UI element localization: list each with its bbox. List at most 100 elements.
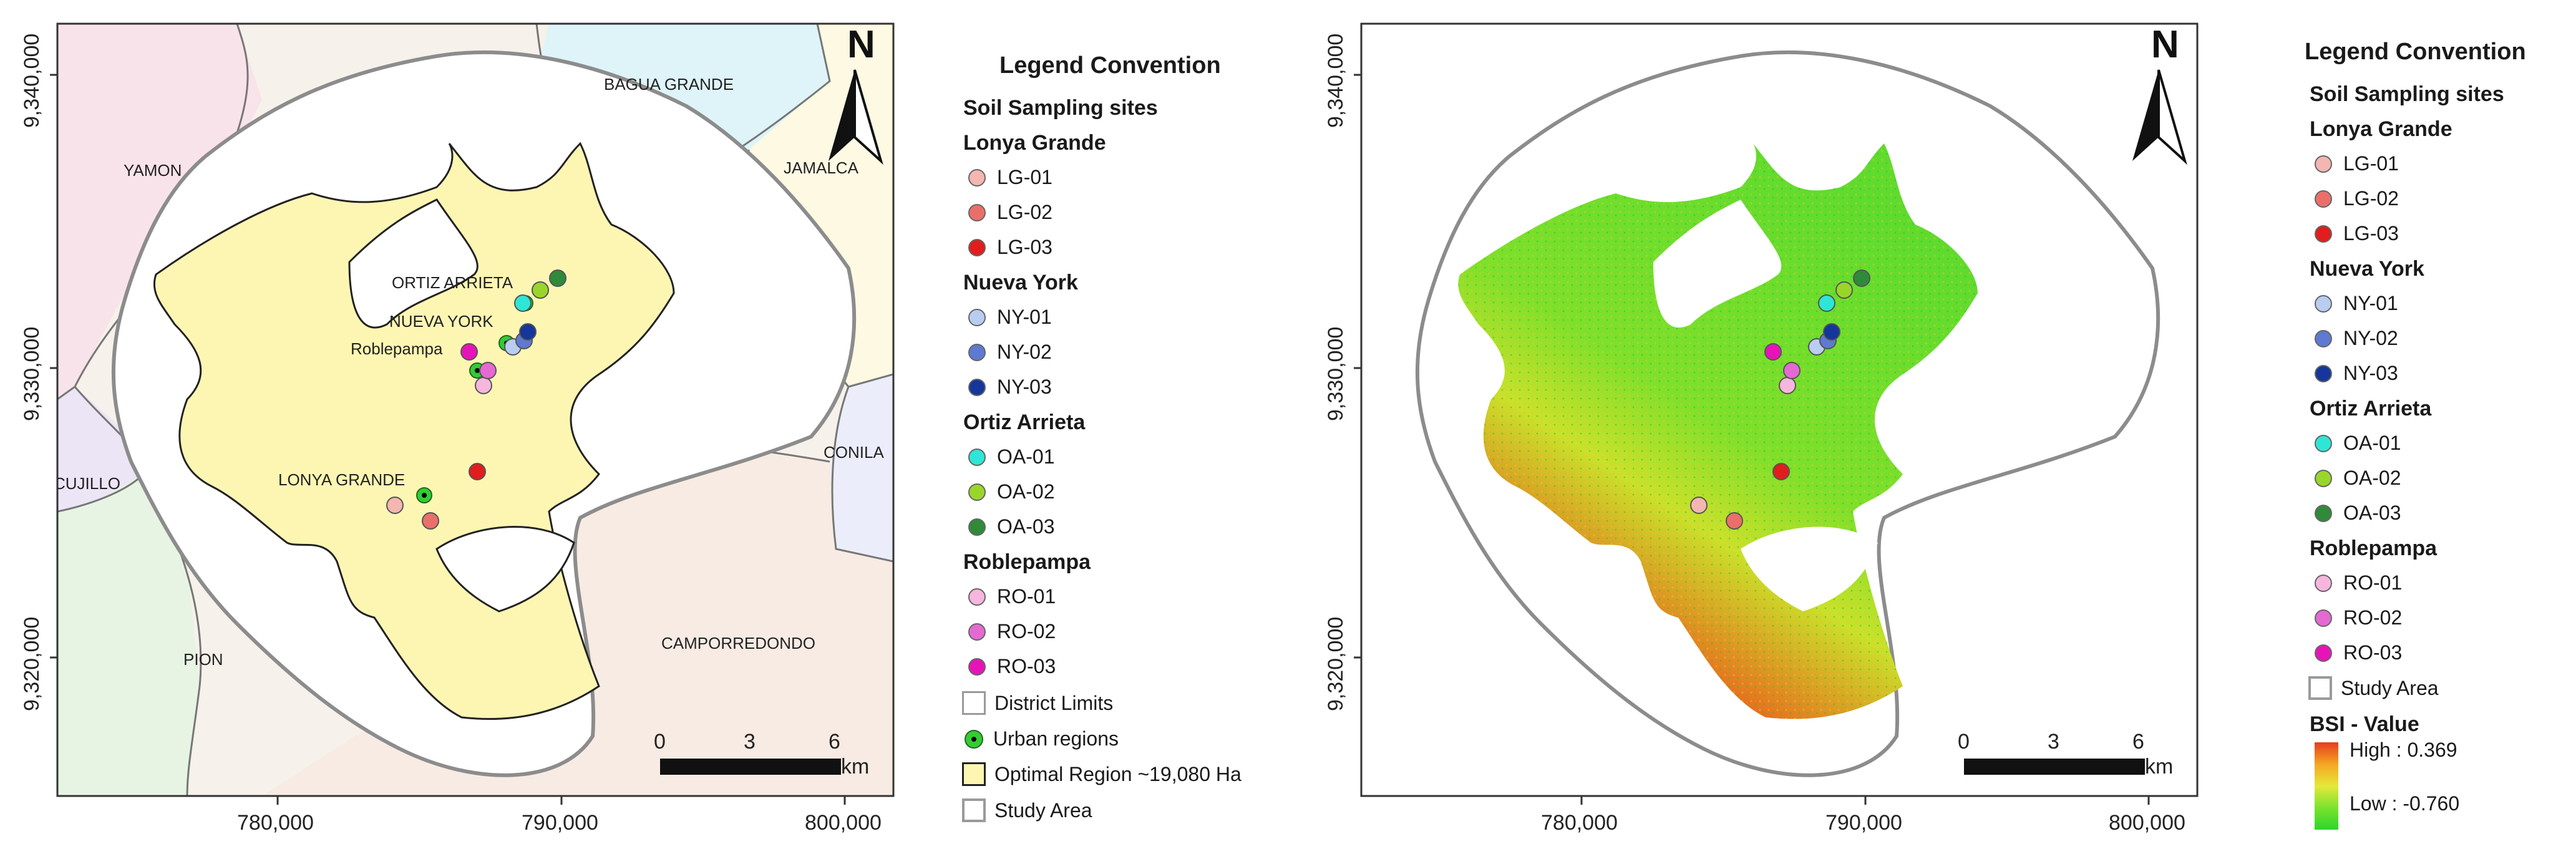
legend1-item-oa-03: OA-03 xyxy=(968,515,1054,538)
site2-oa-03 xyxy=(1853,269,1870,287)
site-ro-02 xyxy=(479,362,497,379)
legend1-item-ro-01: RO-01 xyxy=(968,585,1056,608)
legend2-item-lg-02: LG-02 xyxy=(2315,187,2399,210)
sampling-sites-map2 xyxy=(1690,269,1870,530)
legend2-group-ro: Roblepampa xyxy=(2310,536,2437,560)
legend1-item-lg-03: LG-03 xyxy=(968,236,1052,259)
legend1-item-ro-02: RO-02 xyxy=(968,620,1056,643)
legend2-bsi-title: BSI - Value xyxy=(2310,712,2419,736)
map1-xtick-2: 790,000 xyxy=(522,811,598,835)
map2-xtick-1: 780,000 xyxy=(1541,811,1618,835)
svg-text:0: 0 xyxy=(1958,730,1970,754)
map1-ytick-1: 9,340,000 xyxy=(20,34,44,128)
map1-xtick-1: 780,000 xyxy=(237,811,314,835)
legend1-study-area: Study Area xyxy=(962,798,1092,822)
legend1-item-ny-01: NY-01 xyxy=(968,306,1052,329)
legend2-item-ny-03: NY-03 xyxy=(2315,362,2398,385)
svg-text:N: N xyxy=(847,23,875,66)
svg-text:6: 6 xyxy=(2132,730,2144,754)
legend2-item-oa-02: OA-02 xyxy=(2315,467,2401,490)
north-arrow-icon-map1: N xyxy=(829,23,883,165)
legend2-item-ro-03: RO-03 xyxy=(2315,641,2402,664)
site2-lg-03 xyxy=(1772,463,1790,480)
legend1-item-ro-03: RO-03 xyxy=(968,655,1056,678)
map1-ytick-3: 9,320,000 xyxy=(20,617,44,711)
site2-ro-03 xyxy=(1764,343,1782,361)
label-lonya-grande: LONYA GRANDE xyxy=(278,470,405,489)
svg-text:km: km xyxy=(2145,755,2173,779)
label-conila: CONILA xyxy=(824,443,884,462)
map2-frame: N 0 3 6 km 9,340,000 9,330,000 9,320,000… xyxy=(1324,22,2199,835)
svg-text:0: 0 xyxy=(654,730,666,754)
legend1-subtitle: Soil Sampling sites xyxy=(963,96,1158,120)
label-cujillo: CUJILLO xyxy=(54,474,120,493)
north-arrow-icon-map2: N xyxy=(2132,23,2187,165)
site-oa-02 xyxy=(532,281,549,299)
legend2-item-ny-01: NY-01 xyxy=(2315,292,2398,315)
legend2-item-oa-01: OA-01 xyxy=(2315,432,2401,455)
map1-xtick-3: 800,000 xyxy=(805,811,882,835)
label-pion: PION xyxy=(183,650,223,669)
legend1-group-ro: Roblepampa xyxy=(963,550,1091,574)
label-camporredondo: CAMPORREDONDO xyxy=(661,634,815,653)
legend2-item-lg-01: LG-01 xyxy=(2315,152,2399,175)
site2-ro-01 xyxy=(1779,377,1796,394)
label-roblepampa: Roblepampa xyxy=(351,339,443,358)
legend2-title: Legend Convention xyxy=(2305,39,2526,65)
legend2-group-oa: Ortiz Arrieta xyxy=(2310,397,2432,420)
label-bagua-grande: BAGUA GRANDE xyxy=(604,75,734,94)
site-lg-02 xyxy=(422,512,439,530)
legend1-group-ny: Nueva York xyxy=(963,271,1078,294)
bsi-colorbar xyxy=(2315,742,2338,830)
site2-oa-01 xyxy=(1818,294,1835,312)
map1-ytick-2: 9,330,000 xyxy=(20,327,44,421)
site2-ro-02 xyxy=(1783,362,1801,379)
non-optimal-cut xyxy=(435,526,575,613)
legend2-bsi-low: Low : -0.760 xyxy=(2350,792,2460,815)
map2-ytick-2: 9,330,000 xyxy=(1324,327,1348,421)
site-ro-01 xyxy=(475,377,492,394)
legend1-group-lg: Lonya Grande xyxy=(963,131,1106,155)
svg-text:6: 6 xyxy=(829,730,840,754)
legend1-item-lg-01: LG-01 xyxy=(968,166,1052,189)
map2-ytick-1: 9,340,000 xyxy=(1324,34,1348,128)
site-ro-03 xyxy=(460,343,478,361)
district-cujillo xyxy=(57,387,143,512)
map2-xtick-3: 800,000 xyxy=(2109,811,2185,835)
svg-text:N: N xyxy=(2151,23,2179,66)
site-ny-03 xyxy=(519,323,537,341)
site2-oa-02 xyxy=(1835,281,1853,299)
legend1-item-ny-02: NY-02 xyxy=(968,341,1052,364)
scale-bar-map2: 0 3 6 km xyxy=(1958,730,2173,779)
site-lg-03 xyxy=(469,463,486,480)
legend2-item-ro-02: RO-02 xyxy=(2315,606,2402,629)
legend1-group-oa: Ortiz Arrieta xyxy=(963,410,1086,434)
legend2-study-area: Study Area xyxy=(2308,676,2439,700)
label-yamon: YAMON xyxy=(124,161,182,180)
legend1-urban-regions: Urban regions xyxy=(965,727,1119,750)
site-oa-03 xyxy=(549,269,566,287)
site2-ny-03 xyxy=(1823,323,1840,341)
district-pion xyxy=(57,474,200,796)
svg-text:3: 3 xyxy=(2048,730,2059,754)
legend1-item-lg-02: LG-02 xyxy=(968,201,1052,224)
label-jamalca: JAMALCA xyxy=(784,158,859,177)
svg-text:km: km xyxy=(841,755,869,779)
legend2-group-ny: Nueva York xyxy=(2310,257,2424,281)
legend2-subtitle: Soil Sampling sites xyxy=(2310,82,2504,106)
site2-lg-02 xyxy=(1726,512,1743,530)
sampling-sites-map1 xyxy=(386,269,566,530)
legend1-item-ny-03: NY-03 xyxy=(968,376,1052,399)
legend2-item-ny-02: NY-02 xyxy=(2315,327,2398,350)
district-conila xyxy=(830,374,893,561)
scale-bar-map1: 0 3 6 km xyxy=(654,730,869,779)
legend2-bsi-high: High : 0.369 xyxy=(2350,739,2457,761)
legend2-group-lg: Lonya Grande xyxy=(2310,117,2452,141)
legend1-item-oa-02: OA-02 xyxy=(968,480,1054,503)
legend1-item-oa-01: OA-01 xyxy=(968,445,1054,468)
legend1-optimal-region: Optimal Region ~19,080 Ha xyxy=(962,762,1242,786)
legend-map1: Legend Convention Soil Sampling sites Lo… xyxy=(955,0,1304,849)
legend1-title: Legend Convention xyxy=(999,52,1221,79)
legend2-item-lg-03: LG-03 xyxy=(2315,222,2399,245)
svg-text:3: 3 xyxy=(744,730,756,754)
